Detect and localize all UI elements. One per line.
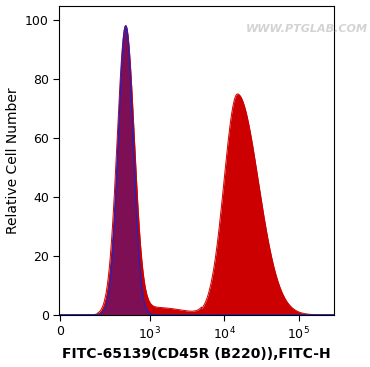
Text: WWW.PTGLAB.COM: WWW.PTGLAB.COM bbox=[246, 24, 368, 34]
X-axis label: FITC-65139(CD45R (B220)),FITC-H: FITC-65139(CD45R (B220)),FITC-H bbox=[63, 348, 331, 361]
Y-axis label: Relative Cell Number: Relative Cell Number bbox=[6, 87, 20, 233]
